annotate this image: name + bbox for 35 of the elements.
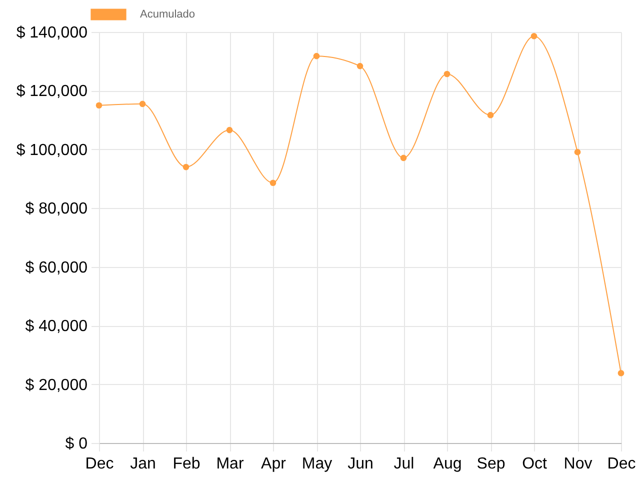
y-tick-label: $ 0 (65, 436, 88, 452)
point (96, 102, 102, 109)
x-tick-label: Jul (394, 456, 414, 472)
legend-label: Acumulado (140, 8, 196, 20)
x-tick-label: Aug (433, 456, 462, 472)
y-tick-label: $ 140,000 (16, 24, 88, 42)
y-tick-label: $ 40,000 (25, 318, 88, 336)
x-tick-label: Mar (216, 456, 244, 472)
y-tick-label: $ 120,000 (16, 83, 88, 100)
x-tick-label: Dec (607, 456, 636, 472)
y-tick-label: $ 60,000 (25, 259, 88, 276)
x-tick-label: May (302, 456, 332, 472)
point (444, 70, 450, 78)
x-tick-label: Sep (476, 456, 506, 472)
x-tick-label: Oct (522, 456, 548, 472)
point (139, 100, 146, 108)
y-tick-label: $ 80,000 (25, 200, 88, 218)
point (574, 148, 581, 156)
point (487, 112, 494, 118)
x-tick-label: Apr (261, 456, 287, 472)
y-tick-label: $ 100,000 (16, 142, 88, 159)
point (356, 62, 364, 70)
point (400, 154, 407, 162)
point (182, 164, 190, 170)
point (618, 370, 624, 376)
x-tick-label: Feb (172, 456, 200, 472)
point (530, 32, 538, 40)
x-tick-label: Jan (130, 456, 156, 472)
x-tick-label: Jun (348, 456, 374, 472)
x-tick-label: Dec (85, 456, 114, 472)
x-tick-label: Nov (564, 456, 592, 472)
point (226, 126, 233, 134)
point (270, 180, 276, 186)
y-tick-label: $ 20,000 (25, 376, 88, 394)
point (313, 52, 320, 60)
